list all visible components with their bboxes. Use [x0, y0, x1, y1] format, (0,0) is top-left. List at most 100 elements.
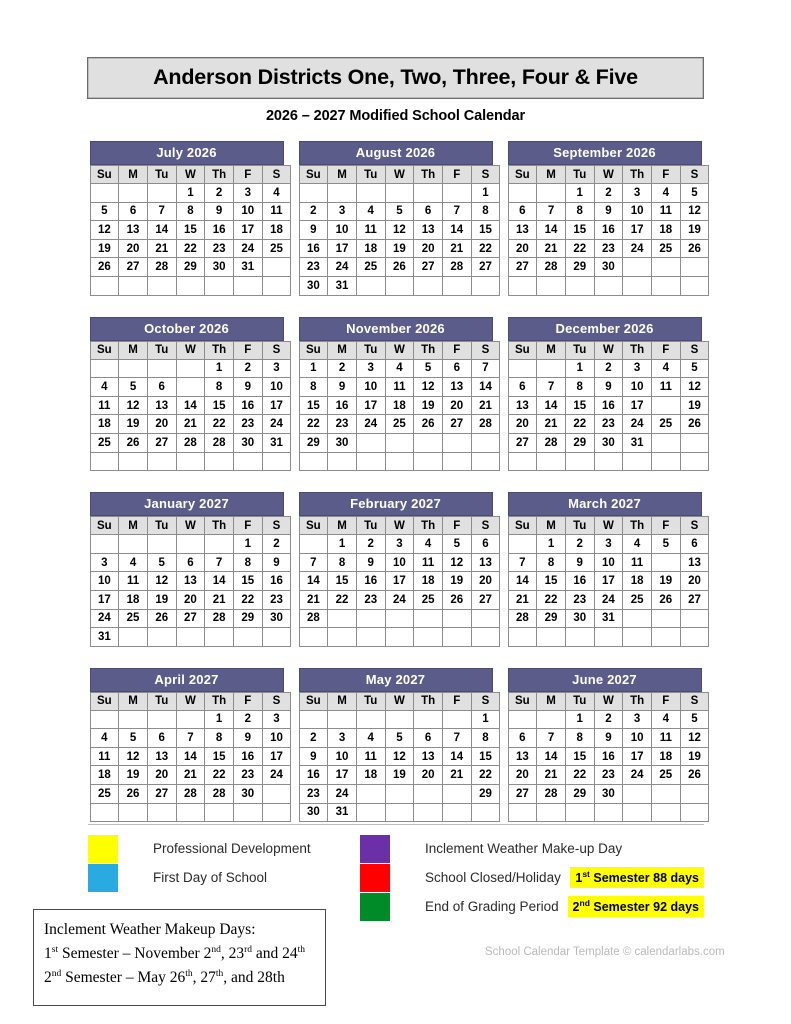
day-cell[interactable]: 3	[327, 201, 357, 222]
day-cell[interactable]: 6	[146, 728, 177, 748]
day-cell[interactable]: 22	[536, 589, 566, 610]
day-cell[interactable]: 26	[146, 608, 177, 629]
day-cell[interactable]: 27	[507, 257, 538, 277]
day-cell[interactable]: 7	[536, 728, 566, 748]
day-cell[interactable]: 20	[507, 765, 538, 786]
day-cell[interactable]: 5	[384, 728, 415, 748]
day-cell[interactable]: 18	[622, 571, 652, 591]
day-cell[interactable]: 26	[650, 589, 681, 610]
day-cell[interactable]: 29	[175, 257, 206, 277]
day-cell[interactable]: 9	[204, 201, 234, 222]
day-cell[interactable]: 7	[146, 201, 177, 222]
day-cell[interactable]: 14	[146, 220, 177, 240]
day-cell[interactable]: 6	[175, 552, 206, 573]
day-cell[interactable]: 23	[298, 257, 329, 277]
day-cell[interactable]: 20	[470, 571, 501, 591]
day-cell[interactable]: 29	[232, 608, 263, 629]
day-cell[interactable]: 17	[355, 395, 386, 416]
day-cell[interactable]: 28	[175, 784, 206, 804]
day-cell[interactable]: 10	[261, 377, 292, 397]
day-cell[interactable]: 29	[536, 608, 566, 629]
day-cell[interactable]: 18	[355, 238, 386, 259]
day-cell[interactable]: 21	[470, 395, 501, 416]
day-cell[interactable]: 4	[89, 377, 120, 397]
day-cell[interactable]: 24	[327, 257, 357, 277]
day-cell[interactable]: 29	[564, 432, 595, 453]
day-cell[interactable]: 12	[89, 220, 120, 240]
day-cell[interactable]: 5	[679, 183, 710, 203]
day-cell[interactable]: 31	[232, 257, 263, 277]
day-cell[interactable]: 28	[204, 608, 234, 629]
day-cell[interactable]: 10	[327, 220, 357, 240]
day-cell[interactable]: 23	[327, 414, 357, 434]
day-cell[interactable]: 7	[536, 201, 566, 222]
day-cell[interactable]: 12	[441, 552, 472, 573]
day-cell[interactable]: 31	[89, 627, 120, 647]
day-cell[interactable]: 29	[564, 784, 595, 804]
day-cell[interactable]: 22	[232, 589, 263, 610]
day-cell[interactable]: 26	[118, 784, 148, 804]
day-cell[interactable]: 4	[384, 358, 415, 379]
day-cell[interactable]: 19	[650, 571, 681, 591]
day-cell[interactable]: 18	[384, 395, 415, 416]
day-cell[interactable]: 29	[564, 257, 595, 277]
day-cell[interactable]: 11	[650, 728, 681, 748]
day-cell[interactable]: 15	[536, 571, 566, 591]
day-cell[interactable]: 15	[204, 746, 234, 767]
day-cell[interactable]: 19	[118, 765, 148, 786]
day-cell[interactable]: 15	[298, 395, 329, 416]
day-cell[interactable]: 23	[593, 765, 624, 786]
day-cell[interactable]: 6	[507, 377, 538, 397]
day-cell[interactable]: 30	[593, 257, 624, 277]
day-cell[interactable]: 12	[413, 377, 443, 397]
day-cell[interactable]: 18	[118, 589, 148, 610]
day-cell[interactable]: 11	[261, 201, 292, 222]
day-cell[interactable]: 26	[441, 589, 472, 610]
day-cell[interactable]: 3	[593, 534, 624, 554]
day-cell[interactable]: 16	[327, 395, 357, 416]
day-cell[interactable]: 25	[355, 784, 386, 804]
day-cell[interactable]: 2	[593, 709, 624, 730]
day-cell[interactable]: 20	[507, 238, 538, 259]
day-cell[interactable]: 30	[232, 432, 263, 453]
day-cell[interactable]: 21	[536, 238, 566, 259]
day-cell[interactable]: 12	[384, 746, 415, 767]
day-cell[interactable]: 16	[261, 571, 292, 591]
day-cell[interactable]: 18	[650, 395, 681, 416]
day-cell[interactable]: 11	[89, 746, 120, 767]
day-cell[interactable]: 22	[564, 765, 595, 786]
day-cell[interactable]: 15	[175, 220, 206, 240]
day-cell[interactable]: 8	[564, 377, 595, 397]
day-cell[interactable]: 26	[384, 784, 415, 804]
day-cell[interactable]: 5	[118, 728, 148, 748]
day-cell[interactable]: 28	[536, 432, 566, 453]
day-cell[interactable]: 18	[355, 765, 386, 786]
day-cell[interactable]: 6	[441, 358, 472, 379]
day-cell[interactable]: 8	[204, 728, 234, 748]
day-cell[interactable]: 30	[261, 608, 292, 629]
day-cell[interactable]: 8	[470, 201, 501, 222]
day-cell[interactable]: 9	[327, 377, 357, 397]
day-cell[interactable]: 30	[327, 432, 357, 453]
day-cell[interactable]: 23	[593, 414, 624, 434]
day-cell[interactable]: 13	[118, 220, 148, 240]
day-cell[interactable]: 28	[470, 414, 501, 434]
day-cell[interactable]: 10	[232, 201, 263, 222]
day-cell[interactable]: 21	[146, 238, 177, 259]
day-cell[interactable]: 13	[175, 571, 206, 591]
day-cell[interactable]: 1	[564, 709, 595, 730]
day-cell[interactable]: 26	[679, 765, 710, 786]
day-cell[interactable]: 20	[118, 238, 148, 259]
day-cell[interactable]: 4	[261, 183, 292, 203]
day-cell[interactable]: 5	[384, 201, 415, 222]
day-cell[interactable]: 25	[355, 257, 386, 277]
day-cell[interactable]: 2	[564, 534, 595, 554]
day-cell[interactable]: 1	[327, 534, 357, 554]
day-cell[interactable]: 25	[650, 414, 681, 434]
day-cell[interactable]: 17	[261, 746, 292, 767]
day-cell[interactable]: 1	[564, 183, 595, 203]
day-cell[interactable]: 31	[327, 275, 357, 296]
day-cell[interactable]: 13	[146, 395, 177, 416]
day-cell[interactable]: 4	[650, 183, 681, 203]
day-cell[interactable]: 7	[175, 377, 206, 397]
